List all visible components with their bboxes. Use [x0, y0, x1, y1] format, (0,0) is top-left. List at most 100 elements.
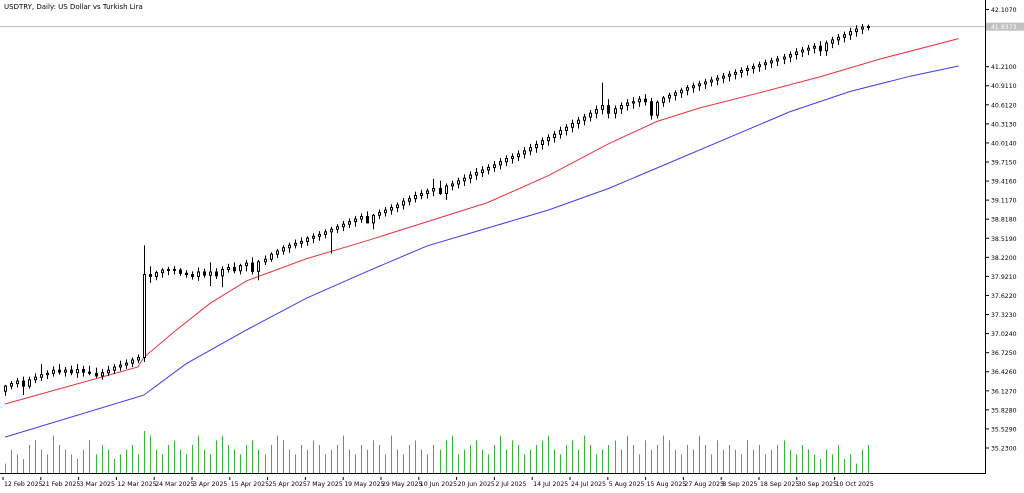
date-tick-label: 5 Aug 2025	[609, 481, 645, 488]
candle-bullish	[807, 47, 810, 51]
candle-bullish	[10, 383, 13, 387]
date-tick-label: 12 Feb 2025	[4, 481, 43, 488]
candle-bearish	[58, 369, 61, 373]
candle-bullish	[342, 223, 345, 228]
candle-bearish	[203, 271, 206, 276]
price-tick-label: 37.9210	[991, 274, 1017, 281]
price-tick-label: 39.4160	[991, 179, 1017, 186]
candle-bullish	[378, 212, 381, 216]
candle-bullish	[426, 190, 429, 195]
candle-bullish	[662, 97, 665, 103]
candle-bearish	[439, 187, 442, 195]
date-tick-label: 2 Jul 2025	[495, 481, 526, 488]
date-tick-label: 15 Aug 2025	[647, 481, 687, 488]
time-axis[interactable]: 12 Feb 2025 21 Feb 2025 3 Mar 2025 12 Mar 2…	[0, 474, 986, 489]
candle-bullish	[408, 198, 411, 202]
candle-bullish	[396, 204, 399, 209]
time-axis-scale[interactable]: 12 Feb 2025 21 Feb 2025 3 Mar 2025 12 Mar 2…	[0, 477, 986, 489]
date-tick-label: 20 Jun 2025	[458, 481, 495, 488]
candle-bearish	[149, 274, 152, 277]
candle-bearish	[95, 372, 98, 377]
candle-bearish	[22, 380, 25, 387]
candle-bullish	[306, 237, 309, 242]
candle-bullish	[227, 267, 230, 270]
date-tick-label: 19 May 2025	[344, 481, 384, 488]
candle-bullish	[294, 242, 297, 246]
price-tick-label: 38.2200	[991, 255, 1017, 262]
candle-bullish	[487, 166, 490, 171]
price-tick-label: 35.5290	[991, 426, 1017, 433]
candle-bullish	[330, 228, 333, 233]
current-price-box	[986, 22, 1024, 31]
candle-bullish	[638, 98, 641, 103]
candle-bullish	[101, 372, 104, 377]
candle-bullish	[789, 54, 792, 58]
candle-bullish	[686, 87, 689, 91]
chart-title: USDTRY, Daily: US Dollar vs Turkish Lira	[4, 3, 143, 11]
candle-bullish	[125, 362, 128, 366]
candle-bullish	[595, 108, 598, 114]
candle-bearish	[70, 369, 73, 374]
price-tick-label: 38.5190	[991, 236, 1017, 243]
candle-bullish	[511, 156, 514, 159]
candle-bullish	[837, 36, 840, 41]
price-axis[interactable]: 42.1070 41.2100 40.9110 40.6120 40.3130 40.01…	[986, 0, 1024, 474]
candle-bullish	[734, 71, 737, 75]
date-tick-label: 8 Sep 2025	[722, 481, 757, 488]
candle-bullish	[801, 49, 804, 53]
candle-bullish	[716, 77, 719, 81]
candle-bullish	[710, 79, 713, 83]
candle-bullish	[239, 265, 242, 272]
candle-bullish	[197, 271, 200, 277]
price-tick-label: 36.4260	[991, 369, 1017, 376]
candle-bullish	[553, 133, 556, 138]
current-price-label: 41.8373	[991, 24, 1017, 31]
candle-bullish	[825, 42, 828, 52]
price-axis-scale[interactable]: 42.1070 41.2100 40.9110 40.6120 40.3130 40.01…	[986, 0, 1024, 474]
date-tick-label: 27 Aug 2025	[684, 481, 724, 488]
candle-bullish	[752, 66, 755, 70]
candle-bullish	[758, 64, 761, 68]
candle-bullish	[843, 34, 846, 38]
date-tick-label: 7 May 2025	[306, 481, 342, 488]
date-tick-label: 29 May 2025	[382, 481, 422, 488]
candle-bullish	[420, 193, 423, 196]
price-tick-label: 36.7250	[991, 350, 1017, 357]
price-tick-label: 35.2300	[991, 445, 1017, 452]
plot-area[interactable]: USDTRY, Daily: US Dollar vs Turkish Lira	[0, 0, 986, 474]
candle-bullish	[276, 250, 279, 255]
candle-bullish	[34, 376, 37, 381]
candle-bullish	[390, 207, 393, 211]
candle-bullish	[137, 356, 140, 361]
candle-bullish	[107, 369, 110, 374]
candle-bullish	[770, 60, 773, 64]
date-tick-label: 10 Oct 2025	[836, 481, 874, 488]
price-tick-label: 40.3130	[991, 121, 1017, 128]
candle-bullish	[64, 369, 67, 373]
date-tick-label: 15 Apr 2025	[231, 481, 269, 488]
candle-bullish	[432, 187, 435, 192]
candle-bearish	[607, 105, 610, 114]
candlestick-chart[interactable]	[0, 0, 985, 473]
candle-bullish	[849, 31, 852, 36]
candle-bullish	[680, 89, 683, 94]
candle-bearish	[650, 101, 653, 116]
candle-bullish	[288, 244, 291, 249]
candle-bullish	[571, 122, 574, 128]
candle-bullish	[656, 101, 659, 116]
candle-bullish	[143, 274, 146, 358]
date-tick-label: 10 Jun 2025	[420, 481, 457, 488]
moving-average-slow-line	[4, 65, 959, 438]
date-tick-label: 3 Apr 2025	[193, 481, 227, 488]
candle-bullish	[16, 380, 19, 385]
candle-bearish	[819, 45, 822, 52]
candle-bullish	[620, 105, 623, 110]
candle-bullish	[372, 214, 375, 224]
moving-average-fast-line	[4, 38, 959, 405]
candle-bullish	[728, 73, 731, 77]
candle-bearish	[644, 98, 647, 103]
candle-bullish	[257, 261, 260, 272]
date-tick-label: 24 Jul 2025	[571, 481, 606, 488]
candle-bullish	[541, 140, 544, 145]
candle-bullish	[300, 240, 303, 244]
